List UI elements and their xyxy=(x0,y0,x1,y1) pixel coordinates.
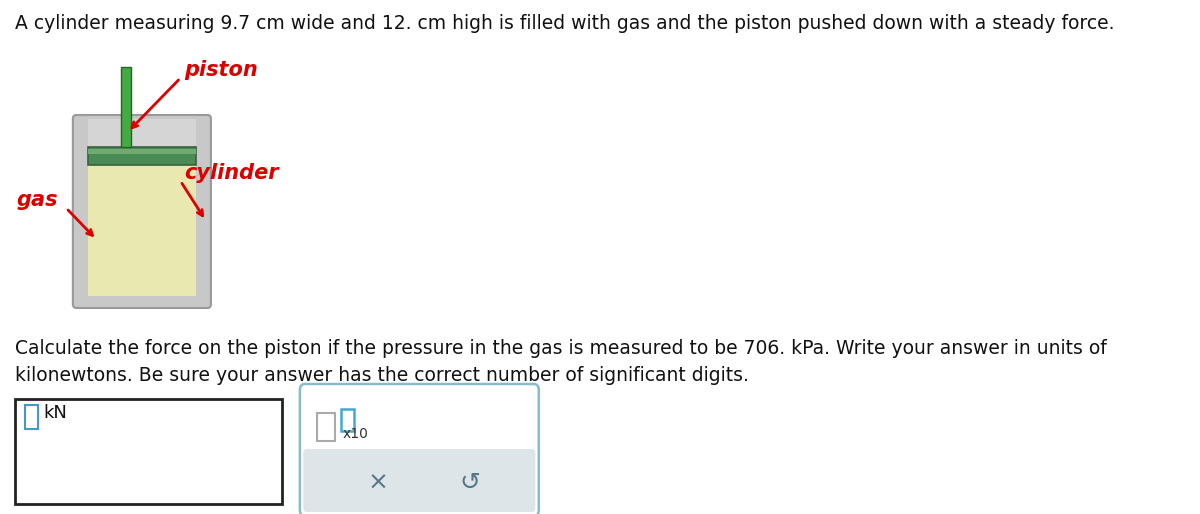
Text: gas: gas xyxy=(17,190,59,210)
FancyBboxPatch shape xyxy=(73,115,211,308)
FancyBboxPatch shape xyxy=(300,384,539,514)
Bar xyxy=(317,413,336,441)
Bar xyxy=(121,67,131,147)
Text: ×: × xyxy=(367,470,389,494)
Text: Calculate the force on the piston if the pressure in the gas is measured to be 7: Calculate the force on the piston if the… xyxy=(16,339,1106,358)
Bar xyxy=(121,67,131,147)
Text: ↺: ↺ xyxy=(460,470,480,494)
Bar xyxy=(88,153,196,296)
Text: kN: kN xyxy=(43,404,67,422)
Text: piston: piston xyxy=(185,60,258,80)
Bar xyxy=(88,119,196,153)
Bar xyxy=(16,399,282,504)
Text: cylinder: cylinder xyxy=(185,163,280,183)
Text: x10: x10 xyxy=(342,427,368,441)
Bar xyxy=(88,149,196,154)
Bar xyxy=(341,409,354,431)
Bar xyxy=(88,147,196,165)
Text: kilonewtons. Be sure your answer has the correct number of significant digits.: kilonewtons. Be sure your answer has the… xyxy=(16,366,749,385)
Bar xyxy=(25,405,38,429)
Text: A cylinder measuring 9.7 cm wide and 12. cm high is filled with gas and the pist: A cylinder measuring 9.7 cm wide and 12.… xyxy=(16,14,1115,33)
FancyBboxPatch shape xyxy=(304,449,535,512)
